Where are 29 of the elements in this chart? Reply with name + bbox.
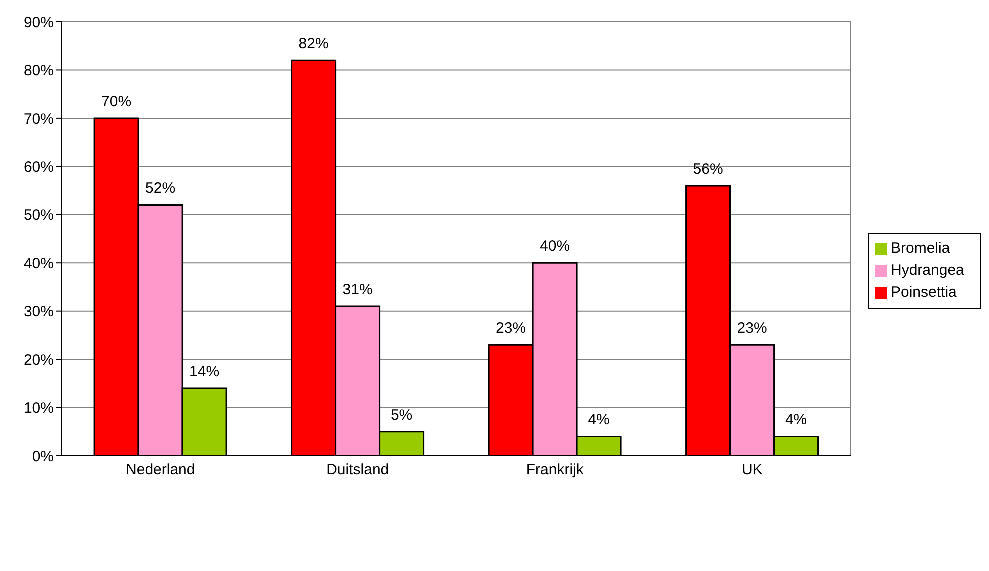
data-label: 4% <box>785 412 808 429</box>
y-tick-label: 20% <box>24 352 54 369</box>
data-label: 23% <box>737 320 768 338</box>
y-tick-label: 0% <box>32 448 54 466</box>
x-tick-label: Duitsland <box>326 462 390 479</box>
data-label: 14% <box>190 363 220 380</box>
x-tick-label: UK <box>742 462 763 479</box>
data-label: 23% <box>496 320 526 338</box>
data-label: 40% <box>540 238 570 256</box>
data-label: 56% <box>693 160 724 178</box>
data-label: 31% <box>342 282 373 299</box>
y-tick-label: 80% <box>24 62 54 80</box>
x-tick-label: Frankrijk <box>526 462 584 479</box>
data-label: 52% <box>146 180 176 198</box>
data-label: 82% <box>298 36 329 53</box>
legend-label: Bromelia <box>891 240 950 257</box>
y-tick-label: 40% <box>24 255 54 272</box>
y-tick-label: 10% <box>24 400 54 418</box>
y-tick-label: 60% <box>24 158 54 176</box>
data-label: 5% <box>390 406 413 424</box>
legend-label: Hydrangea <box>891 262 964 279</box>
y-tick-label: 30% <box>24 304 54 321</box>
x-tick-label: Nederland <box>126 462 196 479</box>
y-tick-label: 70% <box>24 110 54 128</box>
data-label: 4% <box>588 412 610 429</box>
y-tick-label: 90% <box>24 14 54 32</box>
data-label: 70% <box>102 93 132 110</box>
y-tick-label: 50% <box>24 207 54 224</box>
legend-label: Poinsettia <box>891 284 957 301</box>
